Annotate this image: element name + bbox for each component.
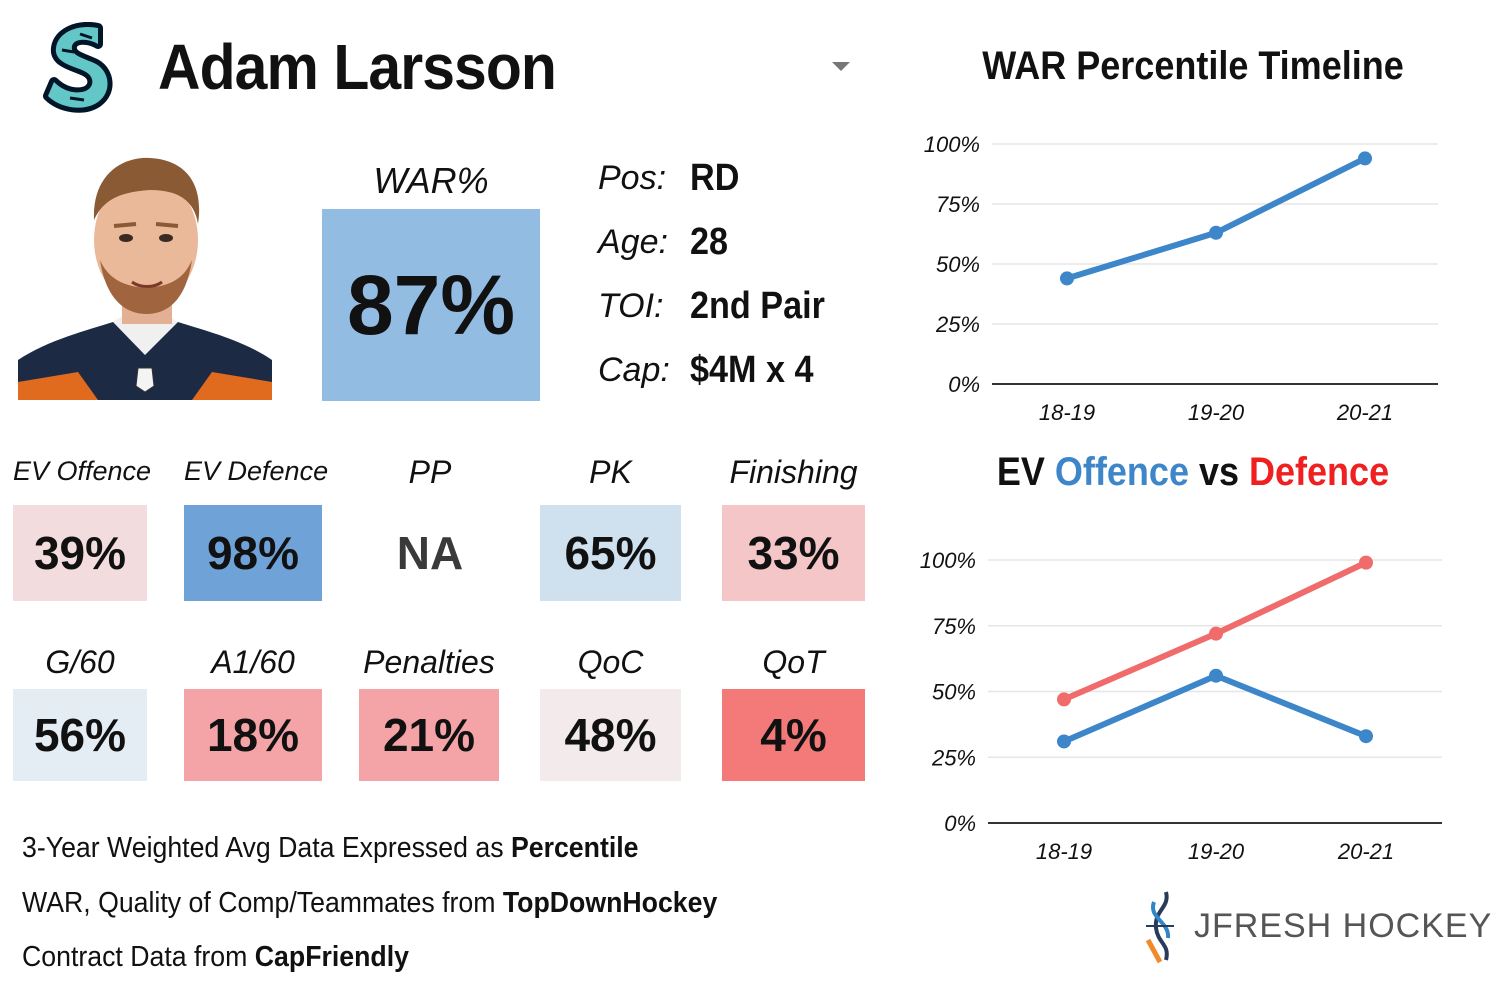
player-name: Adam Larsson [158,31,557,103]
stat-label-qot: QoT [762,644,825,680]
footnote-bold: TopDownHockey [502,887,718,919]
y-tick-label: 50% [932,680,976,705]
y-tick-label: 25% [931,745,976,770]
brand: JFRESH HOCKEY [1140,888,1492,964]
stat-box-penalties: 21% [359,689,499,781]
footnote-text: 3-Year Weighted Avg Data Expressed as [22,832,511,864]
stat-label-pk: PK [589,454,632,490]
stat-box-qot: 4% [722,689,865,781]
y-tick-label: 50% [936,252,980,277]
footnote-text: WAR, Quality of Comp/Teammates from [22,887,503,919]
data-point [1359,729,1373,744]
footnote-text: Contract Data from [22,941,255,973]
stat-box-g60: 56% [13,689,147,781]
info-value: $4M x 4 [690,348,814,391]
data-point [1359,555,1373,570]
data-point [1358,151,1372,166]
y-tick-label: 75% [936,192,980,217]
war-label: WAR% [373,160,489,201]
data-point [1209,225,1223,240]
data-point [1060,271,1074,286]
data-point [1209,668,1223,683]
stat-label-ev-offence: EV Offence [13,456,152,486]
ev-offence-defence-title: EV Offence vs Defence [947,450,1438,495]
y-tick-label: 75% [932,614,976,639]
x-tick-label: 20-21 [1336,400,1393,425]
footnote-percentile: 3-Year Weighted Avg Data Expressed as Pe… [22,832,639,865]
player-photo [18,150,272,400]
footnote-war-source: WAR, Quality of Comp/Teammates from TopD… [22,887,717,920]
info-row-pos: Pos: RD [598,148,745,208]
stat-label-a160: A1/60 [211,644,295,680]
x-tick-label: 20-21 [1337,839,1394,864]
stat-box-a160: 18% [184,689,322,781]
info-label: TOI: [598,286,664,325]
title-part-ev: EV [996,450,1055,494]
info-label: Pos: [598,158,667,197]
info-row-toi: TOI: 2nd Pair [598,276,840,336]
data-point [1057,734,1071,749]
stat-box-finishing: 33% [722,505,865,601]
info-value: 2nd Pair [690,284,825,327]
info-row-age: Age: 28 [598,212,732,272]
series-line-offence [1061,672,1369,745]
title-part-vs: vs [1188,450,1250,494]
x-tick-label: 18-19 [1039,400,1095,425]
team-logo [43,22,113,113]
series-line-0 [1064,155,1368,282]
stat-label-finishing: Finishing [729,454,858,490]
stat-box-ev-offence: 39% [13,505,147,601]
y-tick-label: 25% [935,312,980,337]
info-label: Age: [598,222,668,261]
war-value-box: 87% [322,209,540,401]
footnote-contract-source: Contract Data from CapFriendly [22,941,409,974]
brand-text: JFRESH HOCKEY [1194,906,1493,945]
ev-offence-defence-chart: 0% 25% 50% 75% 100% 18-19 19-20 20-21 [920,548,1442,864]
y-tick-label: 100% [920,548,976,573]
stat-box-pp: NA [360,505,500,601]
x-tick-label: 18-19 [1036,839,1092,864]
x-tick-label: 19-20 [1188,400,1245,425]
y-tick-label: 100% [924,132,980,157]
war-timeline-title: WAR Percentile Timeline [982,44,1404,88]
data-point [1057,692,1071,707]
x-tick-label: 19-20 [1188,839,1245,864]
stat-box-pk: 65% [540,505,681,601]
stat-box-qoc: 48% [540,689,681,781]
war-timeline-chart: 0% 25% 50% 75% 100% 18-19 19-20 20-21 [924,132,1438,425]
stat-label-ev-defence: EV Defence [184,456,329,486]
data-point [1209,626,1223,641]
info-label: Cap: [598,350,670,389]
y-tick-label: 0% [944,811,976,836]
stat-box-ev-defence: 98% [184,505,322,601]
title-part-offence: Offence [1054,450,1189,494]
stat-label-penalties: Penalties [363,644,495,680]
info-row-cap: Cap: $4M x 4 [598,340,827,400]
y-tick-label: 0% [948,372,980,397]
footnote-bold: CapFriendly [254,941,409,973]
footnote-bold: Percentile [510,832,639,864]
stat-label-g60: G/60 [45,644,115,680]
info-value: 28 [690,220,729,263]
info-value: RD [690,156,740,199]
player-dropdown-caret-icon[interactable] [832,62,850,71]
stat-label-qoc: QoC [577,644,644,680]
title-part-defence: Defence [1249,450,1390,494]
stat-label-pp: PP [408,454,452,490]
brand-logo-icon [1145,891,1174,964]
